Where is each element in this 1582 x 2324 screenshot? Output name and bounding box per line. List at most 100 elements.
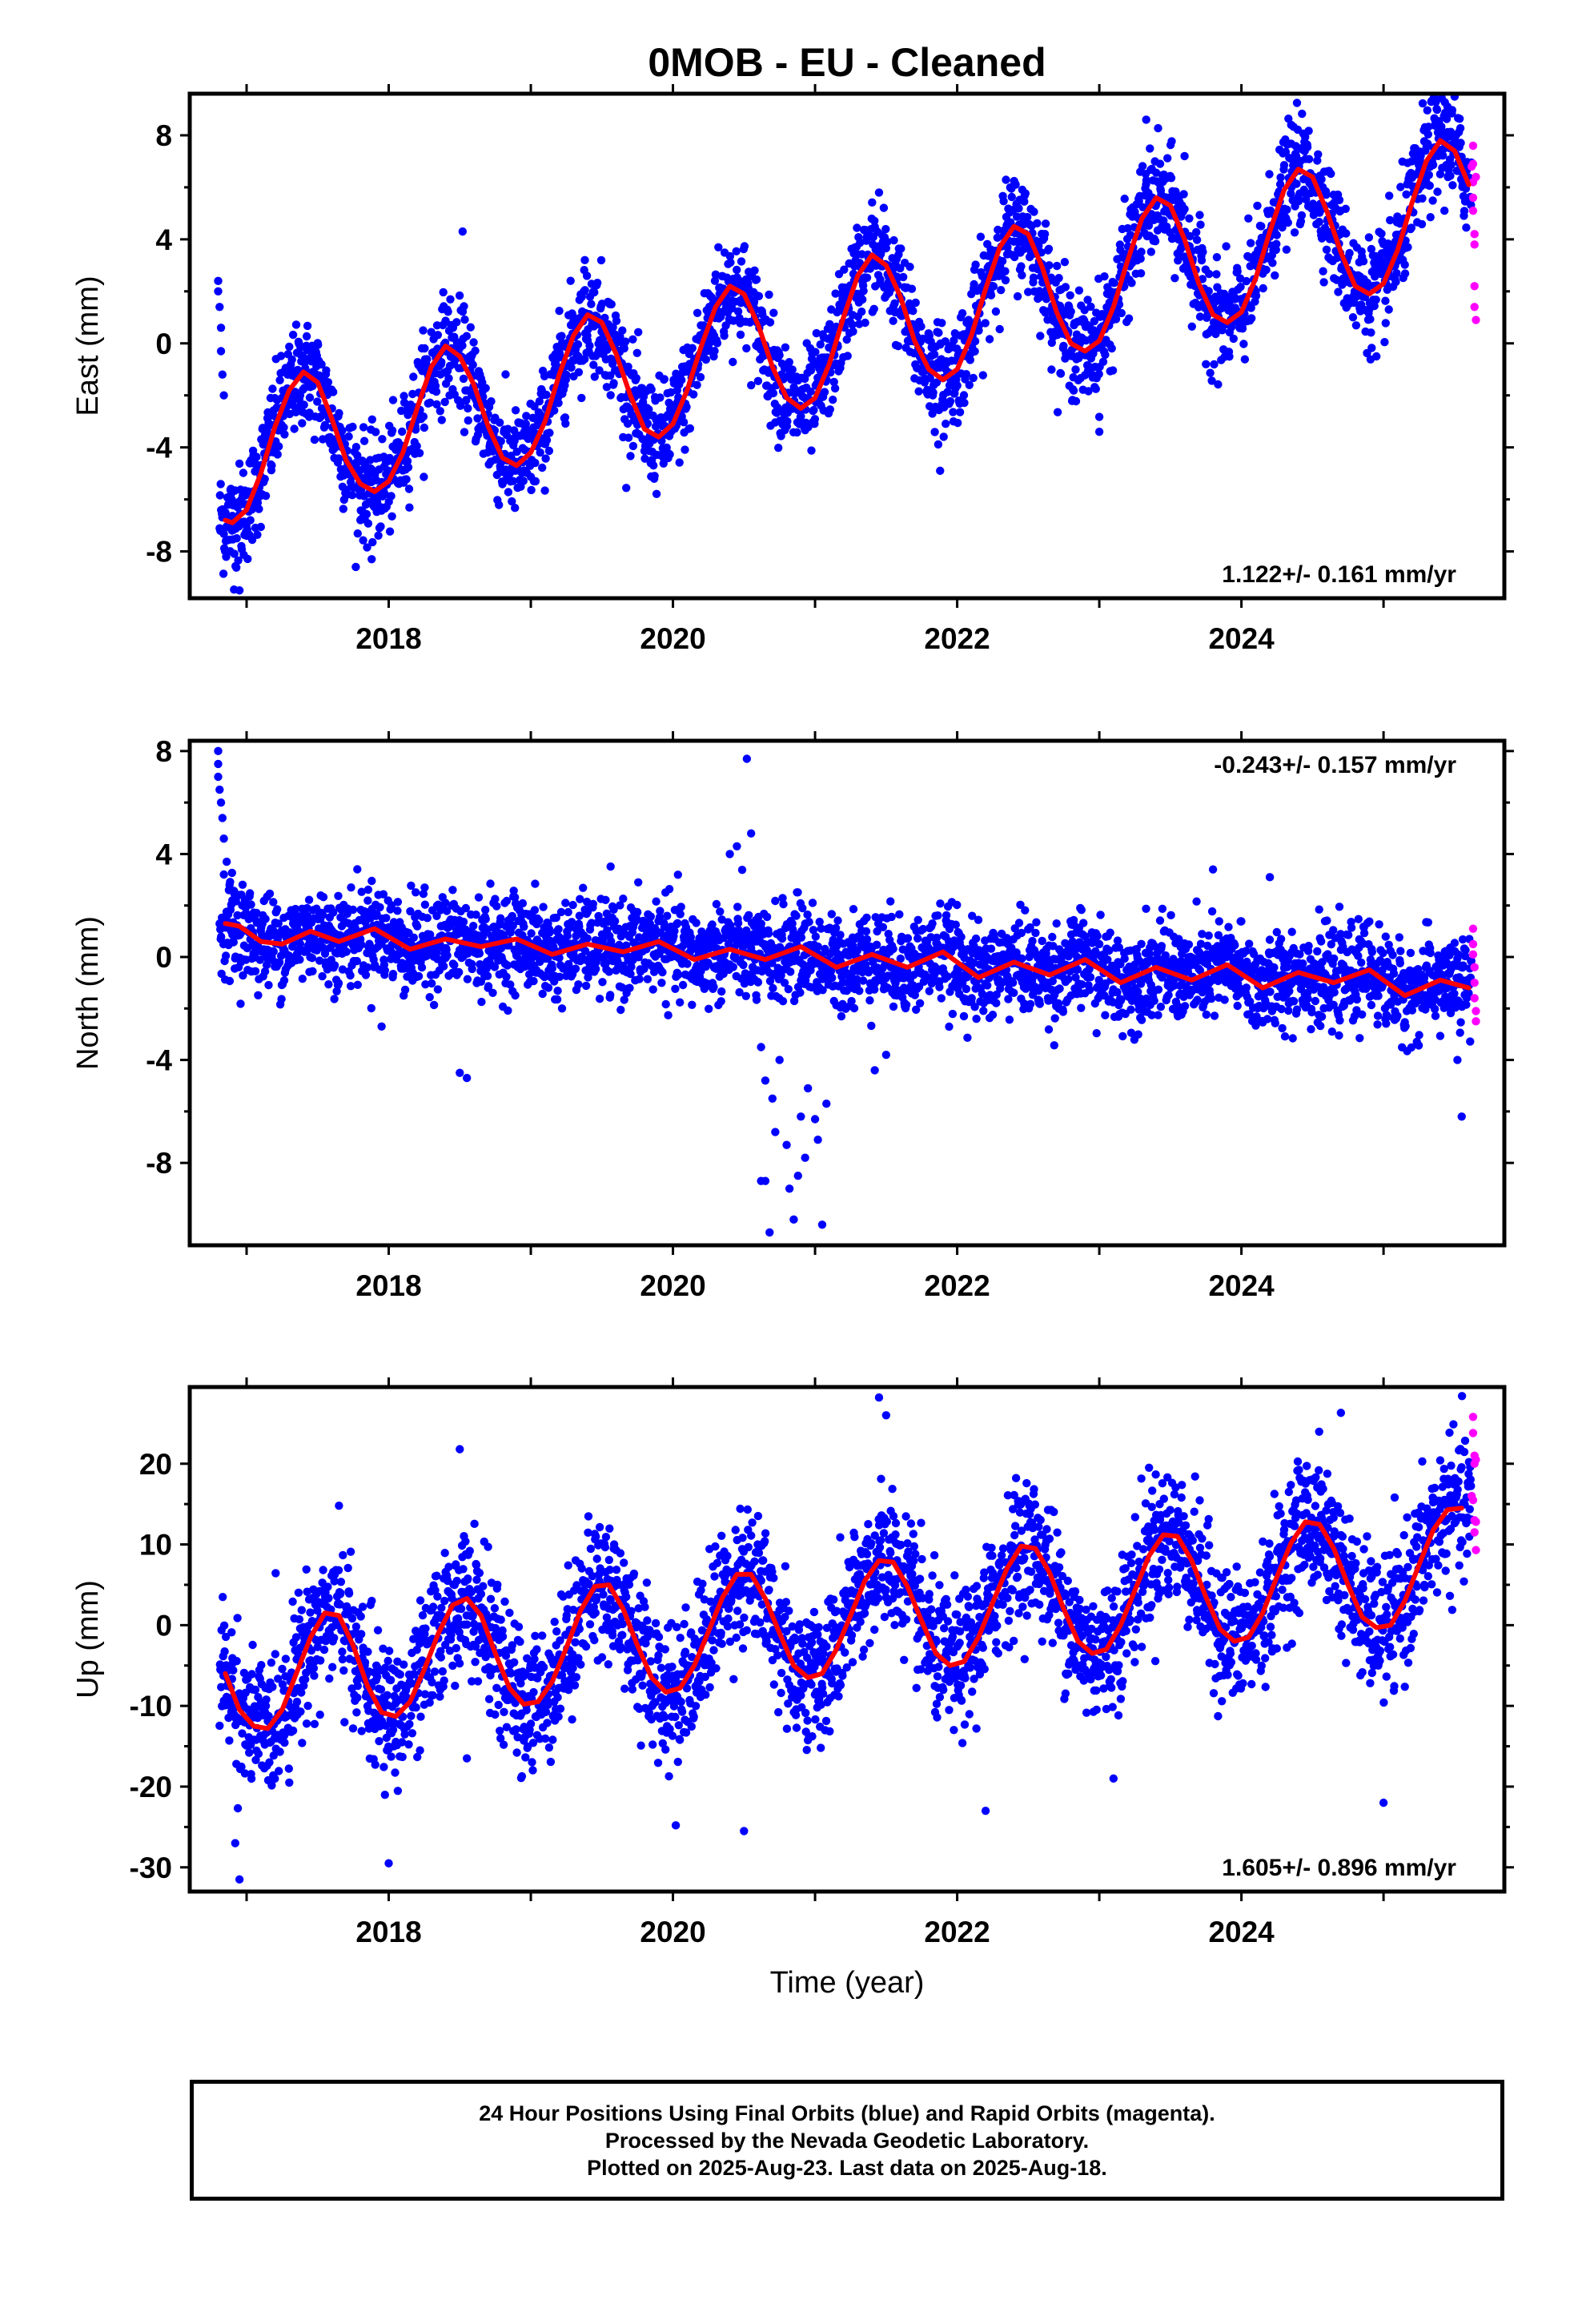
final-point — [259, 440, 268, 449]
final-point — [1447, 160, 1456, 170]
final-point — [419, 412, 428, 421]
final-point — [848, 320, 857, 329]
final-point — [561, 419, 570, 428]
final-point — [393, 898, 403, 907]
final-point — [343, 919, 353, 928]
final-point — [426, 930, 435, 939]
final-point — [1244, 214, 1253, 223]
final-point — [676, 998, 685, 1007]
final-point — [538, 989, 547, 999]
final-point — [1108, 366, 1118, 375]
final-point — [985, 335, 994, 344]
rapid-point — [1470, 303, 1479, 312]
final-point — [1174, 256, 1182, 265]
final-point — [619, 895, 628, 903]
final-point — [889, 316, 897, 325]
final-point — [733, 903, 742, 911]
final-point — [870, 216, 879, 225]
final-point — [1069, 386, 1078, 395]
final-point — [495, 501, 504, 509]
final-point — [531, 879, 540, 888]
final-point — [433, 331, 443, 340]
final-point — [713, 339, 722, 348]
final-point — [739, 960, 748, 970]
final-point — [1212, 270, 1221, 279]
final-point — [981, 319, 990, 328]
final-point — [488, 988, 497, 998]
final-point — [1195, 211, 1204, 219]
final-point — [729, 963, 737, 971]
final-point — [548, 963, 556, 973]
final-point — [825, 405, 835, 414]
final-point — [382, 914, 391, 923]
final-point — [460, 315, 469, 324]
final-point — [455, 967, 464, 977]
final-point — [861, 318, 869, 328]
final-point — [1319, 267, 1327, 275]
y-axis-label: East (mm) — [71, 275, 105, 416]
final-point — [1155, 159, 1165, 168]
final-point — [1227, 323, 1236, 332]
final-point — [1187, 322, 1197, 331]
final-point — [359, 436, 369, 445]
final-point — [299, 400, 308, 409]
final-point — [579, 883, 588, 892]
final-point — [601, 895, 610, 905]
final-orbit-points — [214, 746, 1476, 1237]
final-point — [492, 902, 501, 911]
final-point — [253, 498, 263, 507]
final-point — [1424, 123, 1433, 131]
rapid-point — [1467, 162, 1476, 171]
final-point — [1247, 304, 1255, 312]
final-point — [363, 885, 373, 895]
final-point — [1298, 109, 1307, 119]
final-point — [581, 981, 591, 991]
final-point — [752, 275, 761, 284]
final-point — [1124, 314, 1134, 323]
final-point — [387, 492, 396, 501]
plot-area — [214, 746, 1480, 1237]
final-point — [1110, 279, 1118, 287]
final-point — [765, 290, 773, 300]
final-point — [1101, 350, 1110, 360]
final-point — [439, 287, 448, 297]
final-point — [351, 443, 361, 452]
final-point — [640, 454, 649, 463]
final-point — [557, 332, 566, 340]
final-point — [252, 908, 261, 918]
final-point — [1319, 278, 1328, 287]
final-point — [1060, 258, 1070, 267]
final-point — [729, 357, 737, 367]
final-point — [762, 912, 772, 922]
final-point — [329, 908, 338, 917]
final-point — [346, 982, 355, 991]
final-point — [709, 983, 718, 991]
plot-area — [214, 94, 1480, 595]
final-point — [1304, 127, 1313, 135]
final-point — [1294, 197, 1303, 206]
final-point — [1381, 319, 1391, 328]
final-point — [531, 458, 540, 468]
final-point — [677, 903, 685, 911]
final-point — [942, 420, 950, 428]
final-point — [1192, 235, 1202, 244]
final-point — [1023, 212, 1032, 222]
final-point — [462, 332, 472, 340]
final-point — [1014, 204, 1023, 213]
final-point — [728, 304, 737, 313]
final-point — [1400, 269, 1410, 278]
final-point — [969, 373, 978, 383]
final-point — [235, 459, 244, 468]
final-point — [1150, 237, 1160, 246]
final-point — [409, 933, 418, 943]
final-point — [1136, 269, 1146, 278]
final-point — [1001, 267, 1010, 275]
final-point — [264, 980, 273, 990]
final-point — [1213, 283, 1222, 292]
final-point — [764, 929, 773, 938]
final-point — [1396, 183, 1405, 191]
final-point — [610, 917, 620, 926]
final-point — [628, 441, 638, 451]
final-point — [473, 430, 483, 440]
final-point — [632, 374, 640, 383]
